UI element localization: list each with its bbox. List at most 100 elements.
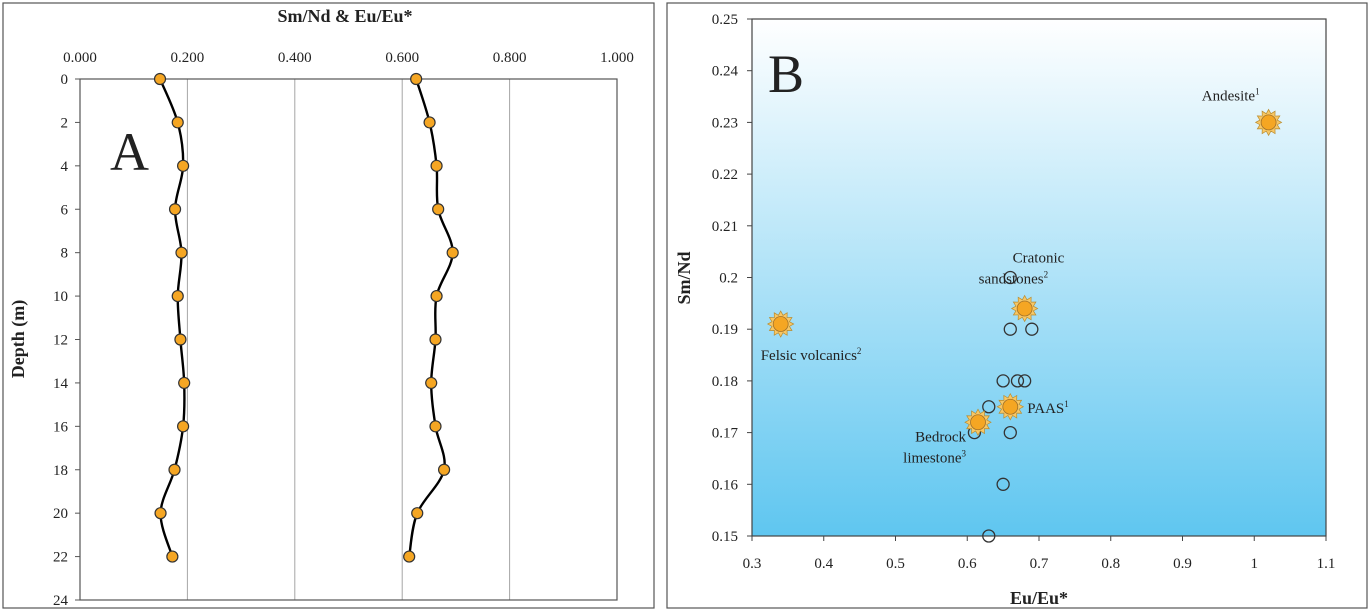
data-point — [178, 376, 191, 390]
y-tick-label: 0.15 — [712, 529, 738, 545]
y-tick-label: 18 — [53, 463, 68, 479]
y-tick-label: 4 — [61, 159, 69, 175]
reference-point-core — [1260, 114, 1277, 131]
reference-label: Andesite1 — [1202, 86, 1260, 104]
data-point — [425, 376, 438, 390]
data-point — [410, 72, 423, 86]
panel-a: Sm/Nd & Eu/Eu* 0.000 0.200 0.400 0.600 0.800… — [8, 6, 634, 609]
x-tick-label: 1 — [1251, 556, 1259, 572]
reference-point-core — [970, 414, 986, 431]
data-point — [168, 203, 182, 216]
data-point — [403, 550, 416, 563]
reference-label: sandstones2 — [979, 270, 1049, 288]
sample-point — [1010, 374, 1025, 388]
panel-b-y-ticks: 0.15 0.16 0.17 0.18 0.19 0.2 0.21 0.22 0.23 0.24 0… — [712, 12, 752, 545]
x-tick-label: 0.000 — [63, 50, 97, 66]
data-point — [154, 507, 167, 520]
data-point — [153, 72, 167, 86]
x-tick-label: 0.800 — [493, 50, 527, 66]
y-tick-label: 22 — [53, 550, 68, 566]
y-tick-label: 0 — [61, 72, 69, 88]
reference-label-superscript: 1 — [1255, 86, 1260, 96]
x-tick-label: 0.7 — [1030, 556, 1049, 572]
y-tick-label: 0.16 — [712, 477, 739, 493]
y-tick-label: 0.23 — [712, 115, 738, 131]
reference-label-text: Felsic volcanics — [761, 348, 857, 364]
y-tick-label: 14 — [53, 376, 69, 392]
x-tick-label: 0.4 — [814, 556, 833, 572]
x-tick-label: 0.9 — [1173, 556, 1192, 572]
data-point — [171, 116, 184, 129]
reference-point — [1254, 108, 1283, 137]
y-tick-label: 0.18 — [712, 374, 738, 390]
reference-label: Cratonic — [1013, 251, 1065, 267]
reference-label-text: PAAS — [1027, 401, 1064, 417]
chart-b-xlabel: Eu/Eu* — [1010, 588, 1068, 608]
reference-label: PAAS1 — [1027, 399, 1068, 417]
reference-point — [996, 393, 1025, 421]
sample-point — [996, 374, 1010, 388]
sample-point — [1003, 270, 1017, 285]
x-tick-label: 0.6 — [958, 556, 977, 572]
x-tick-label: 1.1 — [1317, 556, 1336, 572]
reference-label: Bedrock — [915, 429, 966, 445]
chart-b-ylabel: Sm/Nd — [674, 251, 694, 304]
reference-point — [964, 408, 992, 436]
reference-label: Felsic volcanics2 — [761, 346, 862, 364]
y-tick-label: 24 — [53, 593, 69, 609]
panel-a-frame — [2, 2, 655, 609]
sample-point — [1025, 322, 1039, 336]
reference-point-core — [772, 316, 789, 332]
data-point — [168, 463, 181, 476]
reference-label-superscript: 1 — [1064, 399, 1069, 409]
data-point — [430, 289, 443, 303]
y-tick-label: 12 — [53, 333, 68, 349]
y-tick-label: 0.19 — [712, 322, 738, 338]
data-point — [437, 463, 451, 476]
data-point — [432, 203, 445, 216]
panel-b-x-ticks: 0.3 0.4 0.5 0.6 0.7 0.8 0.9 1 1.1 — [743, 536, 1336, 572]
panel-b-series — [766, 108, 1283, 543]
panel-b-plot-area — [751, 18, 1327, 537]
data-point — [430, 159, 443, 172]
y-tick-label: 20 — [53, 506, 68, 522]
data-point — [171, 289, 184, 303]
y-tick-label: 0.24 — [712, 64, 739, 80]
panel-a-series — [153, 72, 459, 563]
panel-a-letter: A — [110, 122, 149, 182]
reference-point — [1010, 294, 1039, 323]
y-tick-label: 0.2 — [719, 271, 738, 287]
sample-point — [1003, 425, 1017, 440]
y-tick-label: 0.25 — [712, 12, 738, 28]
reference-label-superscript: 3 — [962, 448, 967, 458]
reference-label: limestone3 — [903, 448, 966, 466]
panel-b: 0.3 0.4 0.5 0.6 0.7 0.8 0.9 1 1.1 0.150.160.170.… — [674, 12, 1335, 608]
reference-label-text: Andesite — [1202, 88, 1256, 104]
y-tick-label: 10 — [53, 289, 68, 305]
chart-a-ylabel: Depth (m) — [8, 300, 29, 379]
data-point — [177, 420, 190, 433]
y-tick-label: 0.22 — [712, 167, 738, 183]
reference-point — [766, 310, 795, 338]
panel-a-plot-area — [79, 78, 618, 601]
data-point — [174, 333, 187, 346]
data-point — [429, 420, 442, 433]
x-tick-label: 0.400 — [278, 50, 312, 66]
x-tick-label: 0.200 — [171, 50, 205, 66]
data-point — [411, 507, 424, 520]
data-point — [446, 246, 459, 259]
reference-label-superscript: 2 — [1044, 270, 1049, 280]
sample-point — [982, 529, 996, 543]
data-point — [423, 116, 436, 129]
x-tick-label: 1.000 — [600, 50, 634, 66]
x-tick-label: 0.3 — [743, 556, 762, 572]
y-tick-label: 0.21 — [712, 219, 738, 235]
reference-point-core — [1002, 398, 1019, 415]
chart-a-title: Sm/Nd & Eu/Eu* — [277, 6, 412, 26]
sample-point — [1018, 374, 1032, 388]
y-tick-label: 2 — [61, 115, 69, 131]
y-tick-label: 6 — [61, 202, 69, 218]
